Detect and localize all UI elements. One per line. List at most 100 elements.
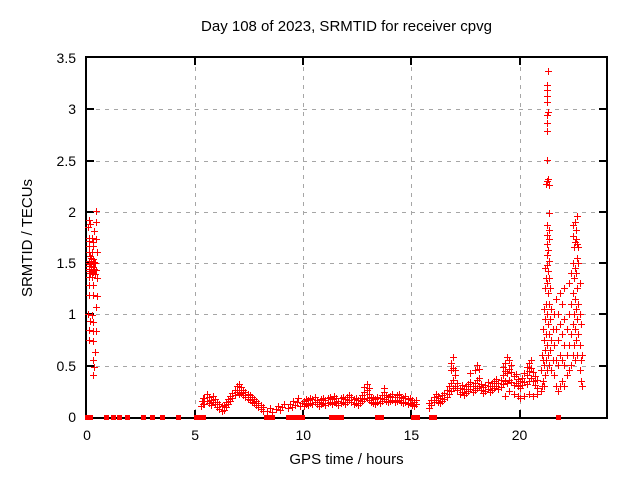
data-point-plus: [85, 274, 93, 281]
data-point-plus: [541, 285, 549, 293]
data-point-square: [555, 414, 561, 420]
data-point-plus: [546, 236, 554, 244]
y-tick-mark: [599, 262, 606, 265]
data-point-plus: [295, 395, 303, 403]
data-point-plus: [337, 395, 345, 403]
data-point-plus: [235, 386, 243, 394]
data-point-plus: [350, 396, 358, 404]
data-point-plus: [543, 275, 551, 283]
data-point-plus: [231, 391, 239, 399]
data-point-plus: [393, 391, 401, 399]
data-point-plus: [92, 348, 100, 356]
data-point-square: [415, 414, 421, 420]
x-gridline: [519, 58, 521, 417]
data-point-plus: [570, 321, 578, 329]
data-point-plus: [257, 402, 265, 410]
data-point-plus: [460, 385, 468, 393]
data-point-plus: [88, 269, 96, 277]
data-point-plus: [203, 390, 211, 398]
data-point-plus: [92, 270, 100, 278]
data-point-plus: [86, 269, 94, 277]
data-point-plus: [521, 370, 529, 378]
data-point-plus: [506, 357, 514, 365]
data-point-plus: [499, 380, 507, 388]
data-point-plus: [210, 399, 217, 407]
data-point-plus: [544, 111, 552, 119]
data-point-plus: [214, 399, 222, 407]
data-point-plus: [222, 404, 230, 412]
data-point-plus: [85, 216, 93, 224]
data-point-plus: [495, 379, 503, 387]
chart-title: Day 108 of 2023, SRMTID for receiver cpv…: [201, 18, 492, 35]
data-point-plus: [544, 93, 552, 101]
y-tick-label: 1: [68, 306, 76, 323]
data-point-plus: [370, 400, 378, 408]
data-point-plus: [538, 351, 546, 359]
data-point-plus: [201, 395, 209, 403]
data-point-plus: [385, 399, 393, 407]
y-gridline: [87, 211, 606, 213]
data-point-plus: [341, 396, 349, 404]
data-point-plus: [549, 357, 557, 365]
data-point-plus: [484, 378, 492, 386]
data-point-plus: [86, 253, 94, 261]
data-point-plus: [235, 380, 243, 388]
data-point-plus: [497, 383, 505, 391]
data-point-plus: [413, 401, 421, 409]
data-point-plus: [576, 367, 584, 375]
x-tick-label: 0: [83, 427, 91, 443]
data-point-plus: [523, 372, 531, 380]
data-point-plus: [279, 404, 287, 412]
data-point-plus: [454, 386, 462, 394]
data-point-plus: [561, 316, 569, 324]
data-point-plus: [89, 263, 97, 271]
data-point-plus: [210, 392, 217, 400]
data-point-plus: [259, 408, 267, 416]
data-point-plus: [537, 367, 545, 375]
data-point-plus: [90, 265, 98, 273]
data-point-plus: [571, 244, 579, 252]
data-point-plus: [567, 300, 575, 308]
data-point-plus: [315, 399, 323, 407]
y-tick-label: 2.5: [56, 152, 76, 169]
data-point-plus: [341, 401, 349, 409]
data-point-plus: [565, 341, 573, 349]
data-point-plus: [89, 268, 97, 276]
data-point-plus: [501, 392, 509, 400]
data-point-plus: [93, 303, 101, 311]
data-point-plus: [274, 403, 282, 411]
data-point-plus: [450, 384, 458, 392]
data-point-plus: [361, 388, 369, 396]
data-point-plus: [383, 391, 390, 399]
data-point-plus: [88, 249, 96, 257]
data-point-plus: [578, 351, 586, 359]
data-point-plus: [346, 397, 354, 405]
data-point-plus: [428, 397, 436, 405]
data-point-plus: [557, 321, 565, 329]
data-point-plus: [506, 376, 514, 384]
data-point-plus: [212, 396, 220, 404]
data-point-plus: [475, 382, 483, 390]
data-point-plus: [557, 382, 565, 390]
data-point-plus: [456, 384, 464, 392]
data-point-plus: [281, 401, 289, 409]
data-point-plus: [574, 213, 582, 221]
data-point-plus: [93, 293, 101, 301]
x-gridline: [195, 58, 197, 417]
data-point-plus: [311, 394, 319, 401]
data-point-plus: [545, 290, 553, 298]
data-point-square: [431, 414, 437, 420]
data-point-plus: [540, 336, 548, 344]
data-point-plus: [575, 300, 583, 308]
data-point-plus: [544, 367, 552, 375]
data-point-plus: [514, 382, 522, 390]
x-tick-label: 15: [403, 427, 420, 443]
data-point-plus: [225, 396, 233, 404]
data-point-plus: [493, 382, 501, 390]
data-point-plus: [469, 382, 477, 390]
data-point-plus: [363, 386, 371, 394]
y-gridline: [87, 109, 606, 111]
data-point-plus: [380, 384, 388, 392]
data-point-plus: [458, 381, 466, 389]
data-point-plus: [541, 264, 549, 272]
